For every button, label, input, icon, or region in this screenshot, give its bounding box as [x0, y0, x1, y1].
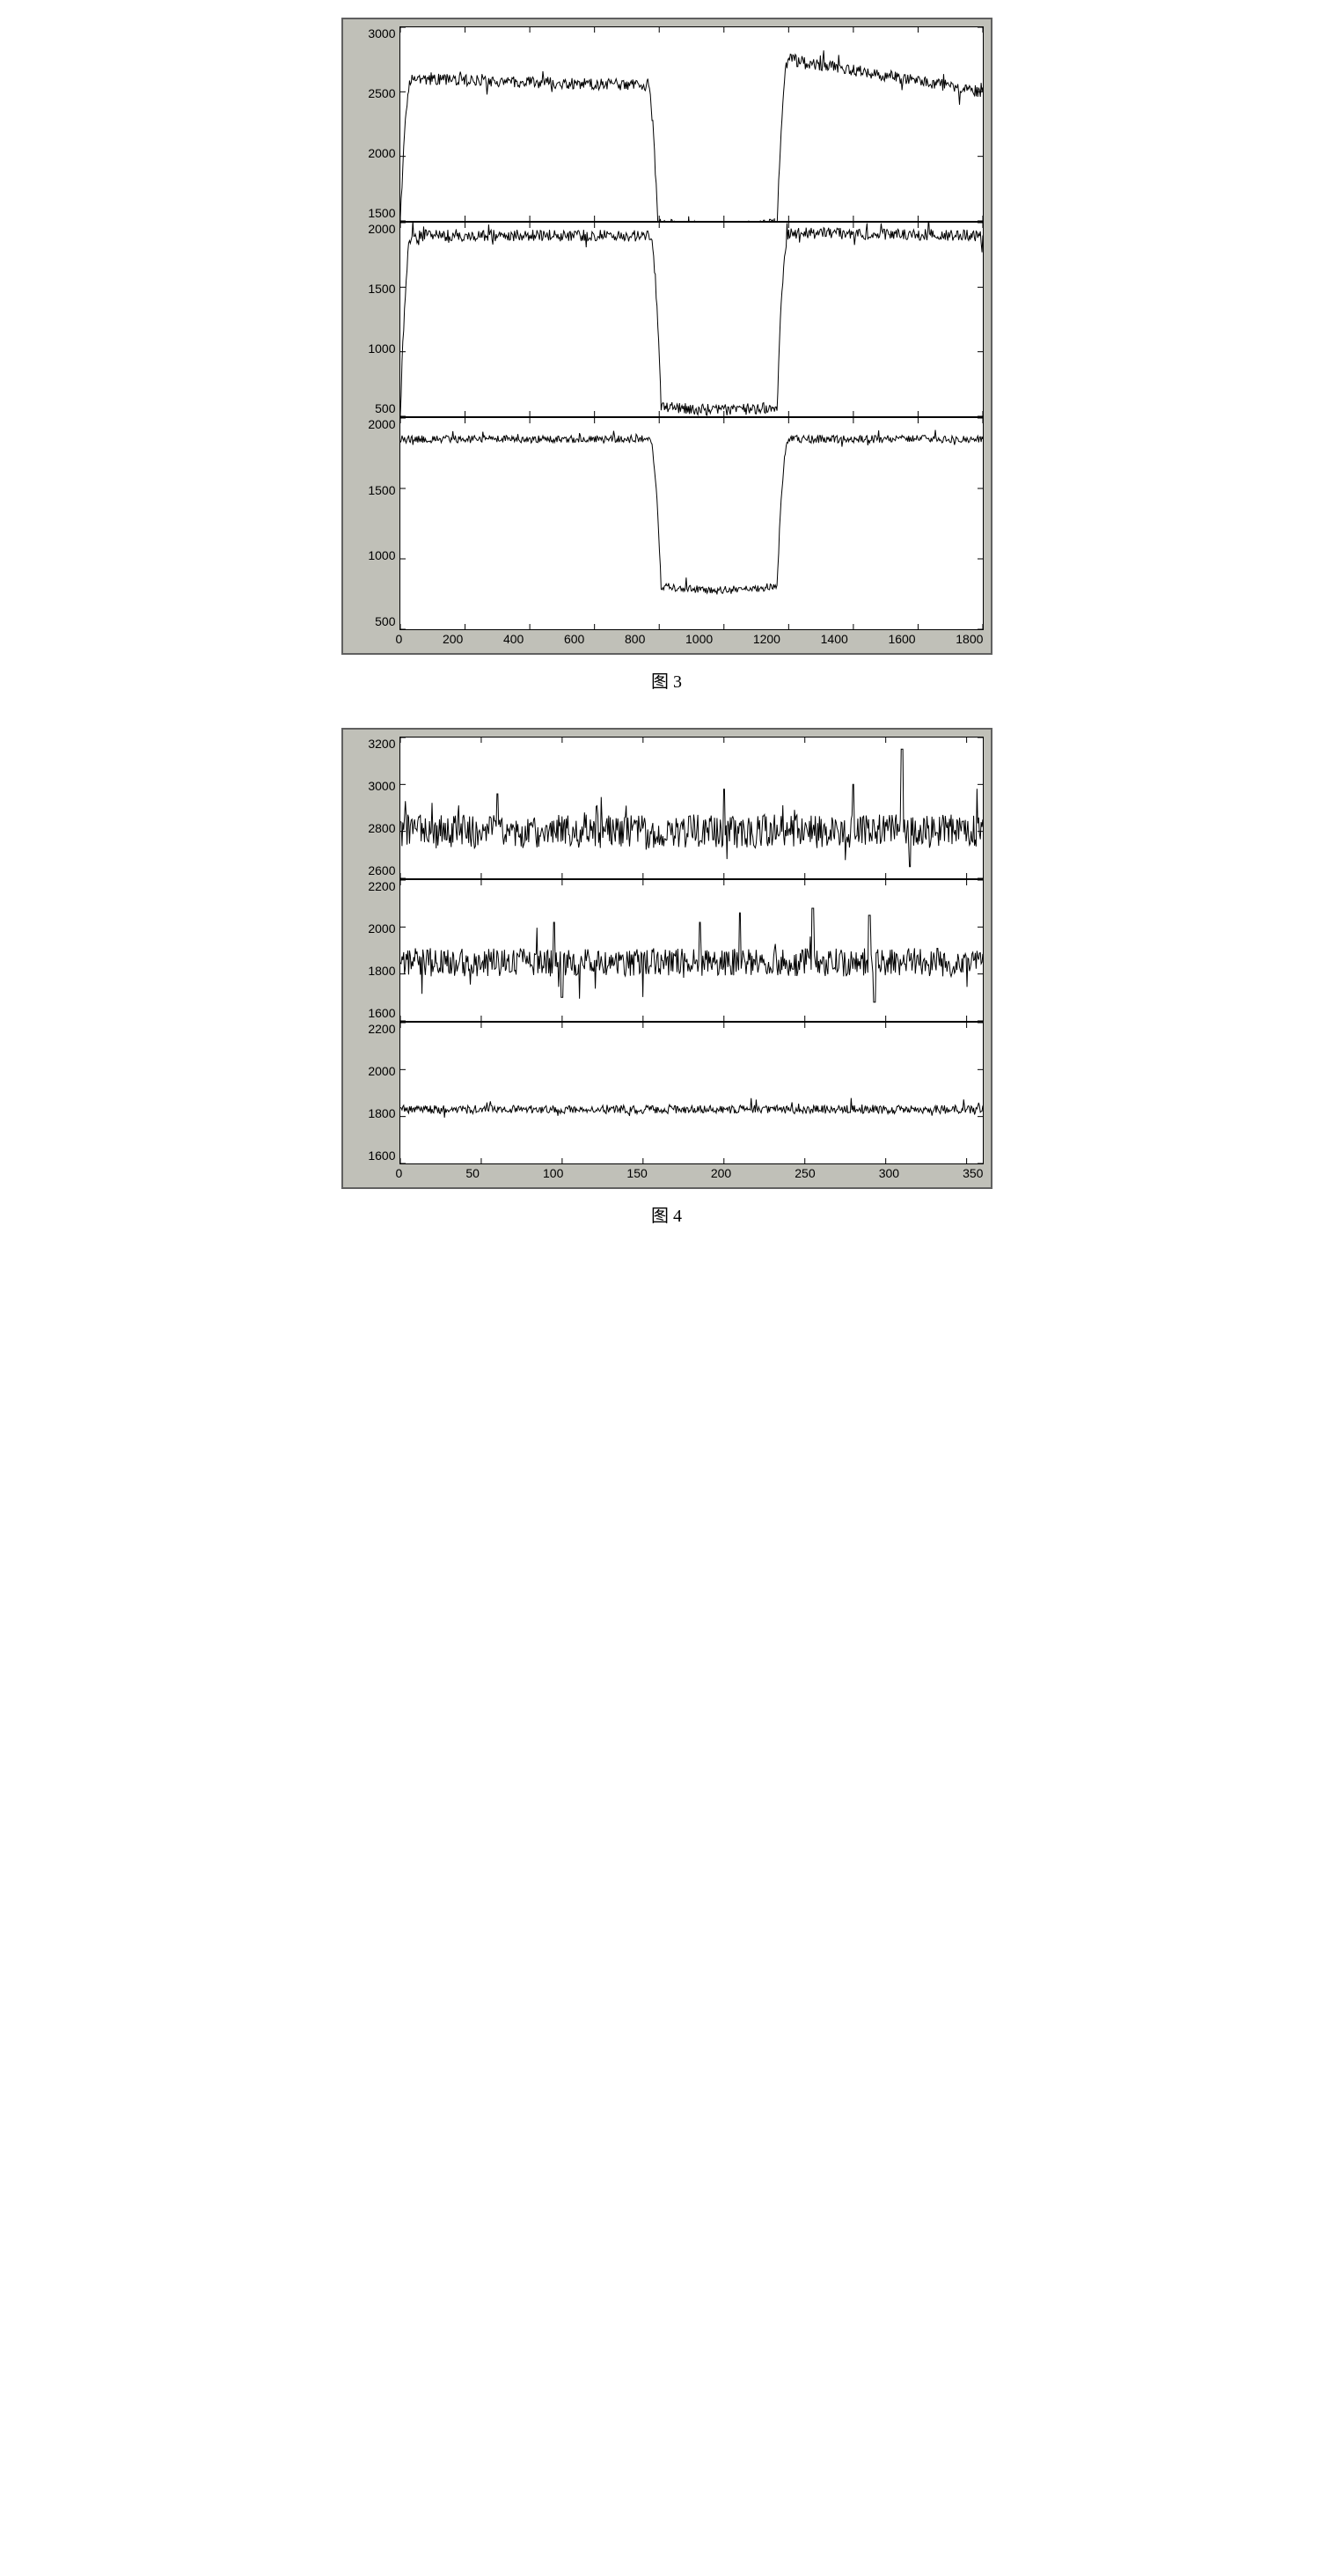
ytick-label: 2200 — [368, 1022, 395, 1036]
figure3-signal-1 — [400, 223, 983, 415]
ytick-label: 1000 — [368, 341, 395, 356]
figure-3-stack: 3000 2500 2000 1500 2000 1500 1000 500 2000 1500 1… — [350, 26, 984, 630]
xtick-label: 1200 — [753, 632, 780, 646]
ytick-label: 3200 — [368, 737, 395, 751]
figure4-subplot-1: 2200 2000 1800 1600 — [350, 879, 984, 1022]
figure3-ylabels-0: 3000 2500 2000 1500 — [350, 26, 399, 220]
figure3-subplot-2: 2000 1500 1000 500 — [350, 417, 984, 630]
xtick-label: 1400 — [821, 632, 848, 646]
xtick-label: 1800 — [956, 632, 983, 646]
figure4-ylabels-0: 3200 3000 2800 2600 — [350, 737, 399, 877]
figure3-plotbox-0 — [399, 26, 984, 222]
ytick-label: 1000 — [368, 548, 395, 562]
ytick-label: 2500 — [368, 86, 395, 100]
ytick-label: 500 — [375, 401, 395, 415]
figure4-plotbox-0 — [399, 737, 984, 879]
figure-4-frame: 3200300028002600220020001800160022002000… — [341, 728, 992, 1189]
figure4-plotbox-1 — [399, 879, 984, 1022]
ytick-label: 1500 — [368, 483, 395, 497]
figure4-signal-2 — [400, 1098, 983, 1118]
figure4-signal-1 — [400, 908, 983, 1002]
xtick-label: 0 — [396, 1166, 403, 1180]
figure4-subplot-0: 3200 3000 2800 2600 — [350, 737, 984, 879]
xtick-label: 400 — [503, 632, 524, 646]
figure3-subplot-1: 2000 1500 1000 500 — [350, 222, 984, 417]
ytick-label: 2000 — [368, 417, 395, 431]
ytick-label: 2000 — [368, 222, 395, 236]
figure3-plotbox-1 — [399, 222, 984, 417]
figure3-signal-2 — [400, 430, 983, 595]
ytick-label: 1600 — [368, 1006, 395, 1020]
xtick-label: 600 — [564, 632, 584, 646]
ytick-label: 2200 — [368, 879, 395, 893]
xtick-label: 200 — [711, 1166, 731, 1180]
ytick-label: 2800 — [368, 821, 395, 835]
ytick-label: 1800 — [368, 964, 395, 978]
ytick-label: 500 — [375, 614, 395, 628]
figure3-signal-0 — [400, 50, 983, 221]
figure-4-xaxis: 0 50 100 150 200 250 300 350 — [396, 1164, 984, 1180]
xtick-label: 200 — [443, 632, 463, 646]
ytick-label: 1500 — [368, 206, 395, 220]
ytick-label: 2000 — [368, 1064, 395, 1078]
figure-3: 3000250020001500200015001000500200015001… — [341, 18, 992, 693]
ytick-label: 3000 — [368, 779, 395, 793]
ytick-label: 2600 — [368, 863, 395, 877]
figure-4: 3200300028002600220020001800160022002000… — [341, 728, 992, 1227]
xtick-label: 800 — [625, 632, 645, 646]
xtick-label: 1600 — [888, 632, 915, 646]
ytick-label: 2000 — [368, 146, 395, 160]
figure-3-xaxis: 0 200 400 600 800 1000 1200 1400 1600 1800 — [396, 630, 984, 646]
ytick-label: 1800 — [368, 1106, 395, 1120]
ytick-label: 1600 — [368, 1149, 395, 1163]
xtick-label: 250 — [795, 1166, 815, 1180]
figure4-ylabels-1: 2200 2000 1800 1600 — [350, 879, 399, 1020]
xtick-label: 150 — [626, 1166, 647, 1180]
figure-4-stack: 3200 3000 2800 2600 2200 2000 1800 1600 2200 2000… — [350, 737, 984, 1164]
figure3-plotbox-2 — [399, 417, 984, 630]
xtick-label: 0 — [396, 632, 403, 646]
figure4-signal-0 — [400, 749, 983, 866]
figure4-ylabels-2: 2200 2000 1800 1600 — [350, 1022, 399, 1163]
xtick-label: 350 — [963, 1166, 983, 1180]
xtick-label: 300 — [879, 1166, 899, 1180]
figure-4-caption: 图 4 — [341, 1201, 992, 1227]
figure3-ylabels-1: 2000 1500 1000 500 — [350, 222, 399, 415]
figure-3-caption: 图 3 — [341, 667, 992, 693]
ytick-label: 1500 — [368, 282, 395, 296]
figure3-ylabels-2: 2000 1500 1000 500 — [350, 417, 399, 628]
figure3-subplot-0: 3000 2500 2000 1500 — [350, 26, 984, 222]
xtick-label: 100 — [543, 1166, 563, 1180]
ytick-label: 3000 — [368, 26, 395, 40]
figure4-subplot-2: 2200 2000 1800 1600 — [350, 1022, 984, 1164]
ytick-label: 2000 — [368, 921, 395, 936]
figure4-plotbox-2 — [399, 1022, 984, 1164]
xtick-label: 1000 — [685, 632, 713, 646]
figure-3-frame: 3000250020001500200015001000500200015001… — [341, 18, 992, 655]
xtick-label: 50 — [465, 1166, 480, 1180]
